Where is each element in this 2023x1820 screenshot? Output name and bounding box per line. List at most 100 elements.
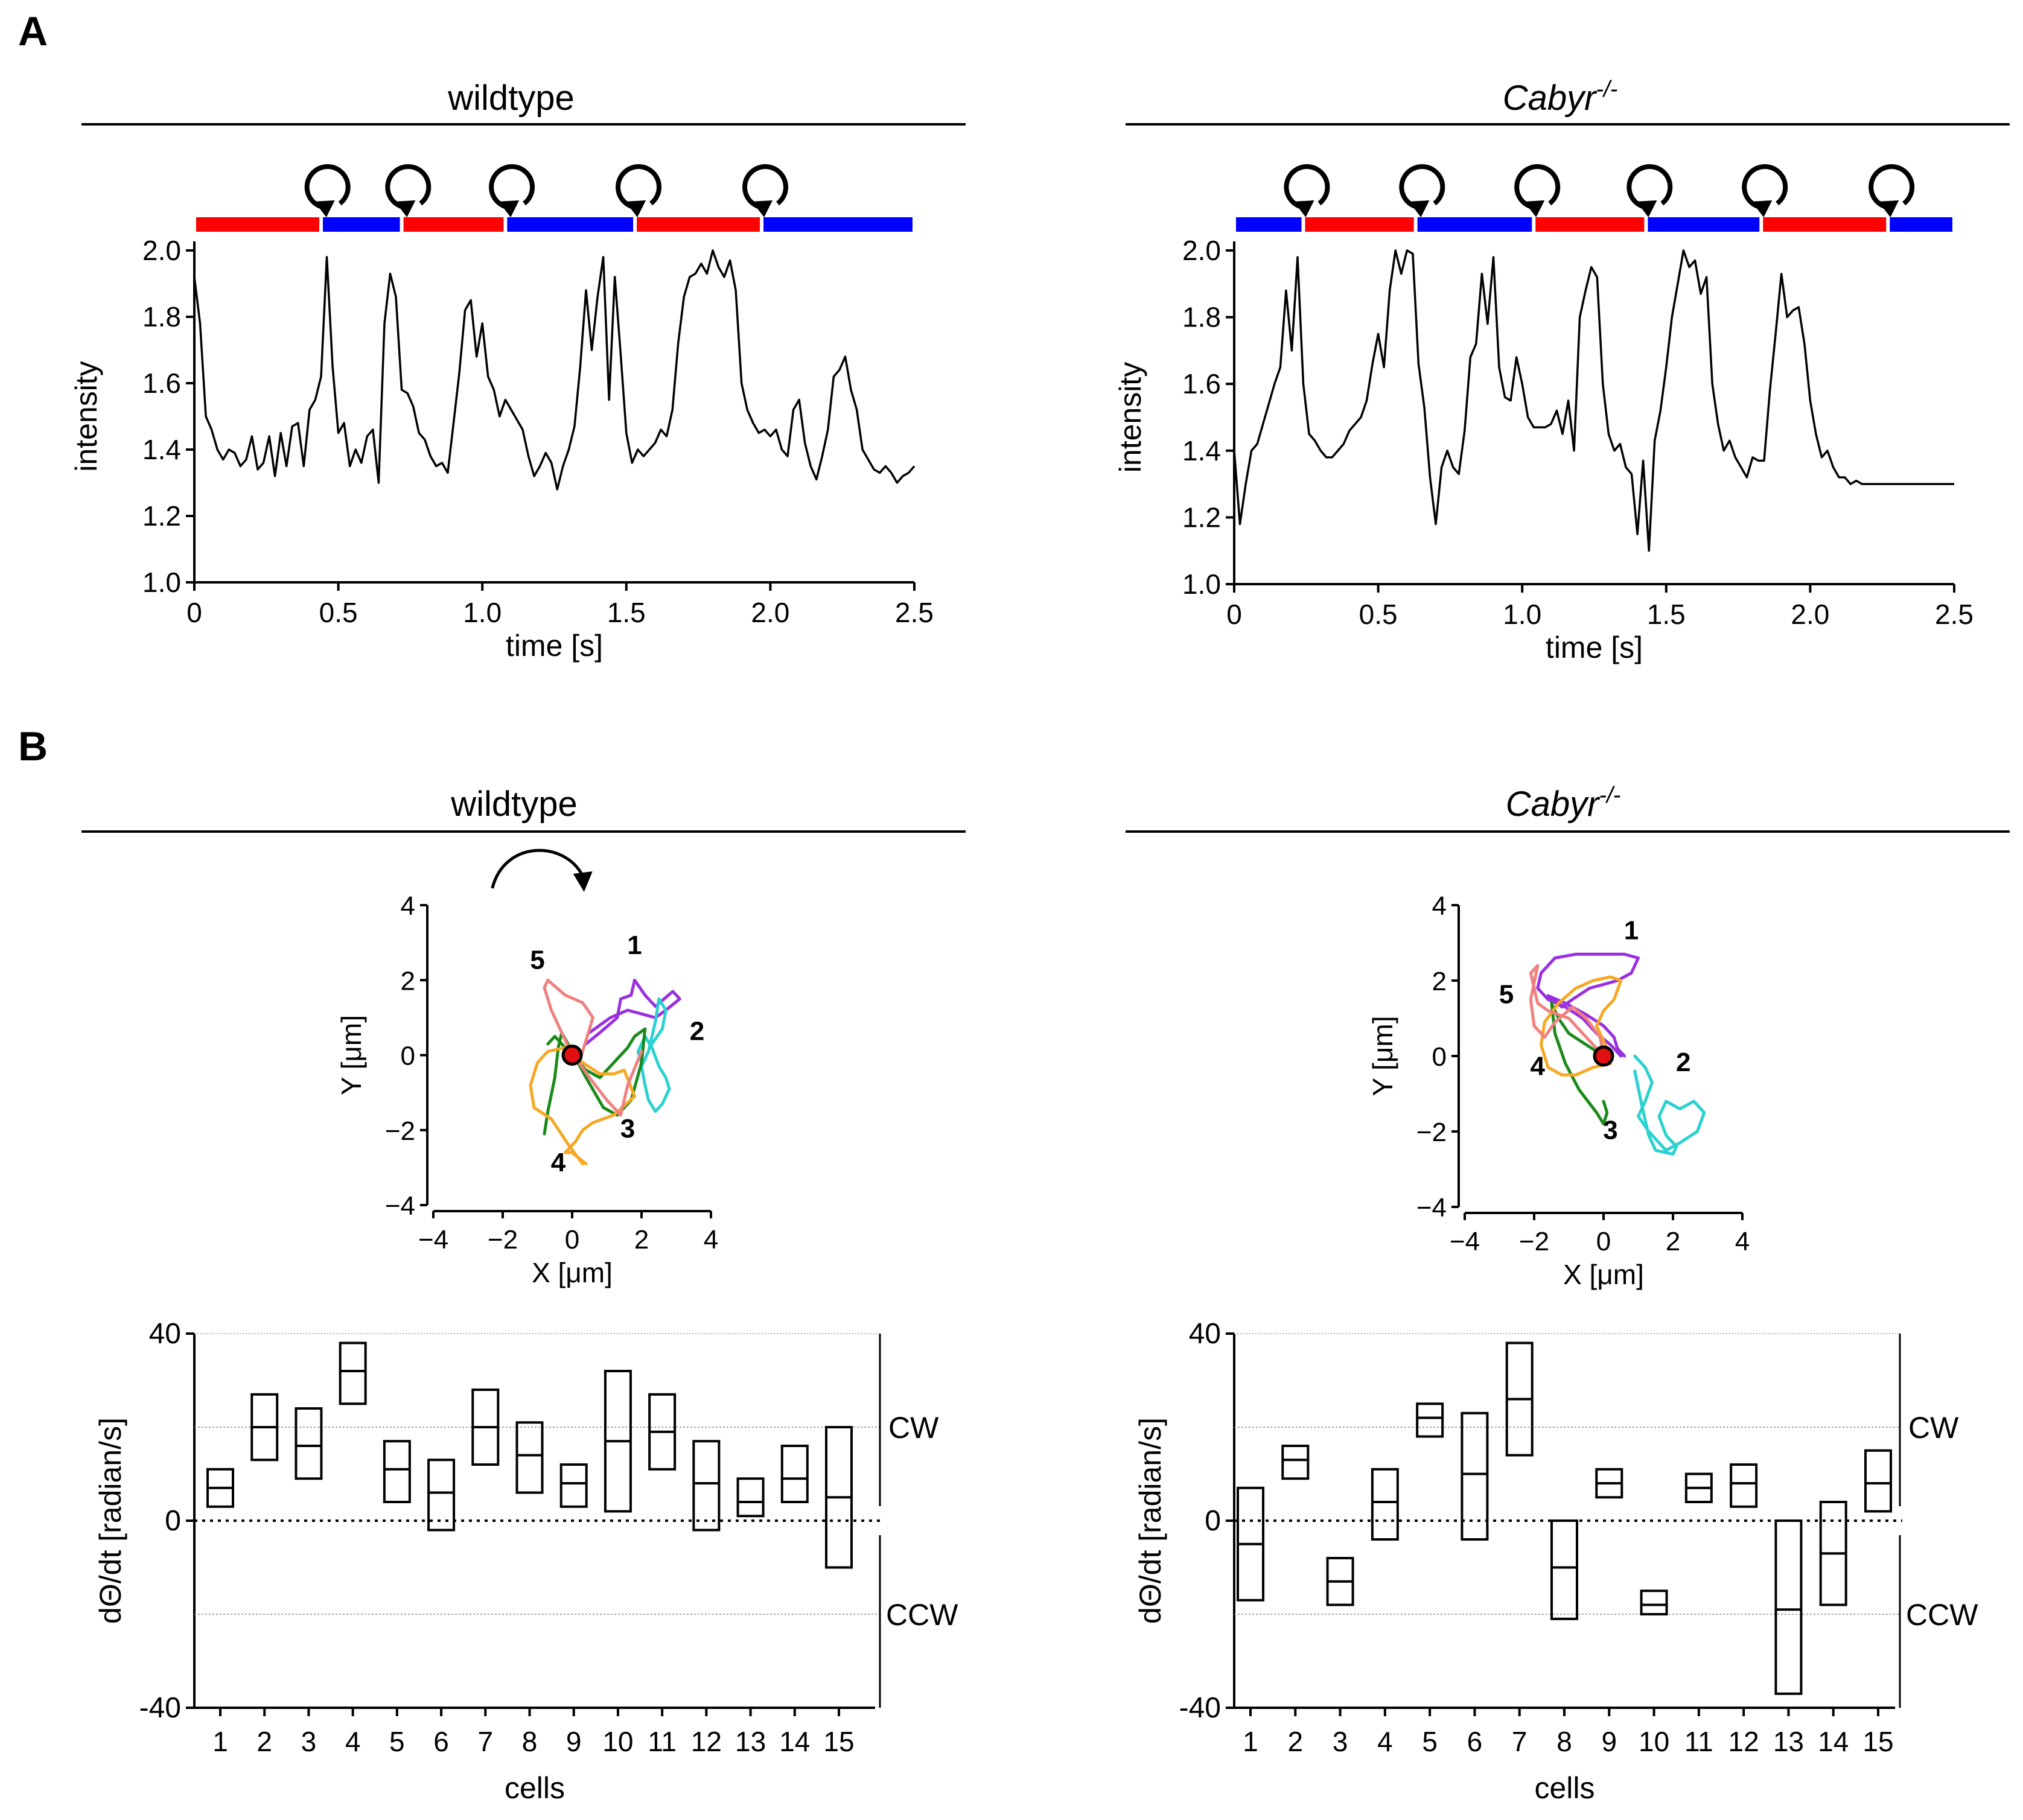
y-tick-label: −2 <box>1416 1118 1447 1147</box>
x-tick-label: 0 <box>1596 1227 1611 1256</box>
cell-box <box>1281 1445 1310 1480</box>
x-tick-label: 15 <box>823 1726 854 1757</box>
red-segment <box>1535 217 1645 232</box>
x-tick-label: 1.0 <box>1503 599 1541 630</box>
origin-dot <box>561 1045 583 1066</box>
x-tick-label: 2.0 <box>1791 599 1829 630</box>
y-tick-label: 0 <box>401 1042 415 1071</box>
clockwise-arrow-icon <box>1868 164 1915 210</box>
x-tick-label: 0 <box>1226 599 1242 630</box>
trajectory-1 <box>584 978 681 1046</box>
clockwise-arrow-icon <box>1284 164 1330 210</box>
arrowhead-icon <box>1409 200 1430 217</box>
y-tick-label: 1.8 <box>1182 302 1221 333</box>
blue-segment <box>507 217 634 232</box>
b-cabyr-title: Cabyr-/- <box>1506 783 1621 824</box>
arrowhead-icon <box>752 200 773 217</box>
trajectory-5 <box>543 978 643 1117</box>
x-tick-label: 8 <box>522 1726 538 1757</box>
trajectory-chart-cabyr: −4 −2 0 2 4 −4 −2 0 2 4 X [μm] Y [μm] 1 2 3 4 5 <box>1367 891 1750 1290</box>
blue-segment <box>1648 217 1760 232</box>
y-tick-label: 2.0 <box>142 235 181 266</box>
red-segment <box>1763 217 1887 232</box>
trajectory-label-1: 1 <box>1624 915 1639 945</box>
trajectory-4 <box>529 1046 636 1166</box>
x-tick-label: 7 <box>1512 1726 1528 1757</box>
arrowhead-icon <box>1524 200 1545 217</box>
x-tick-label: 13 <box>735 1726 766 1757</box>
y-tick-label: 4 <box>1432 891 1447 921</box>
x-axis-label: cells <box>1534 1771 1595 1805</box>
y-tick-label: 1.2 <box>1182 501 1221 533</box>
x-tick-label: 9 <box>566 1726 582 1757</box>
cell-box <box>780 1445 809 1503</box>
trajectory-label-2: 2 <box>1676 1048 1690 1077</box>
y-tick-label: 40 <box>149 1318 181 1350</box>
x-tick-label: 6 <box>1467 1726 1483 1757</box>
clockwise-arrow-icon <box>616 164 662 210</box>
x-tick-label: 11 <box>1684 1726 1713 1757</box>
cell-box <box>1730 1463 1758 1508</box>
cell-box <box>427 1459 456 1532</box>
x-tick-label: 4 <box>345 1726 361 1757</box>
x-tick-label: 12 <box>691 1726 722 1757</box>
trajectory-2 <box>636 997 671 1113</box>
x-tick-label: −4 <box>418 1225 448 1255</box>
trajectory-label-4: 4 <box>551 1148 566 1177</box>
x-tick-label: 3 <box>301 1726 317 1757</box>
red-segment <box>196 217 319 232</box>
y-tick-label: 1.4 <box>1182 435 1221 466</box>
x-tick-label: 2 <box>256 1726 272 1757</box>
cell-box <box>383 1440 411 1503</box>
x-tick-label: 2.5 <box>1935 599 1974 630</box>
x-tick-label: 0 <box>565 1225 579 1255</box>
x-tick-label: 4 <box>1735 1227 1750 1256</box>
x-axis-label: X [μm] <box>1563 1259 1644 1290</box>
y-tick-label: 1.2 <box>142 500 181 532</box>
y-tick-label: -40 <box>139 1692 181 1724</box>
y-tick-label: 2 <box>1432 967 1447 996</box>
intensity-chart-wildtype: 1.0 1.2 1.4 1.6 1.8 2.0 0 0.5 1.0 1.5 2.0 2.5 time [… <box>69 164 934 663</box>
x-tick-label: 12 <box>1728 1726 1759 1757</box>
clockwise-arrow-icon <box>304 164 351 210</box>
y-axis-label: dΘ/dt [radian/s] <box>94 1418 127 1624</box>
red-segment <box>403 217 504 232</box>
trajectory-label-3: 3 <box>1603 1116 1617 1145</box>
arrowhead-icon <box>1293 200 1314 217</box>
x-axis-label: cells <box>505 1771 565 1805</box>
trajectory-label-1: 1 <box>627 931 642 960</box>
cell-box <box>295 1407 323 1480</box>
trajectory-label-4: 4 <box>1531 1051 1546 1081</box>
x-tick-label: 4 <box>1377 1726 1393 1757</box>
trajectory-3 <box>1550 1002 1609 1125</box>
y-tick-label: 0 <box>165 1505 181 1537</box>
x-axis-label: time [s] <box>1546 631 1643 664</box>
cw-label: CW <box>888 1411 939 1445</box>
intensity-trace <box>193 249 916 491</box>
y-tick-label: 0 <box>1205 1505 1221 1537</box>
a-cabyr-title-sup: -/- <box>1596 77 1617 102</box>
y-axis-label: intensity <box>69 361 103 471</box>
x-tick-label: 1.5 <box>1647 599 1686 630</box>
arrowhead-icon <box>499 200 520 217</box>
x-tick-label: 2 <box>1287 1726 1303 1757</box>
panel-letter-b: B <box>18 724 48 769</box>
cell-box <box>1416 1402 1444 1438</box>
y-tick-label: 2.0 <box>1182 235 1221 266</box>
b-cabyr-title-main: Cabyr <box>1506 784 1601 824</box>
x-tick-label: 8 <box>1556 1726 1572 1757</box>
x-tick-label: 10 <box>602 1726 633 1757</box>
x-tick-label: 13 <box>1773 1726 1804 1757</box>
x-tick-label: 4 <box>704 1225 718 1255</box>
trajectory-label-3: 3 <box>620 1114 635 1144</box>
ccw-label: CCW <box>1906 1598 1978 1632</box>
arrowhead-icon <box>573 871 593 892</box>
trajectory-label-5: 5 <box>1499 980 1514 1010</box>
y-tick-label: 1.0 <box>142 567 181 598</box>
y-tick-label: 1.6 <box>1182 368 1221 399</box>
x-tick-label: 0.5 <box>1359 599 1398 630</box>
blue-segment <box>1236 217 1302 232</box>
x-tick-label: 2 <box>634 1225 649 1255</box>
x-tick-label: −2 <box>1519 1227 1549 1256</box>
